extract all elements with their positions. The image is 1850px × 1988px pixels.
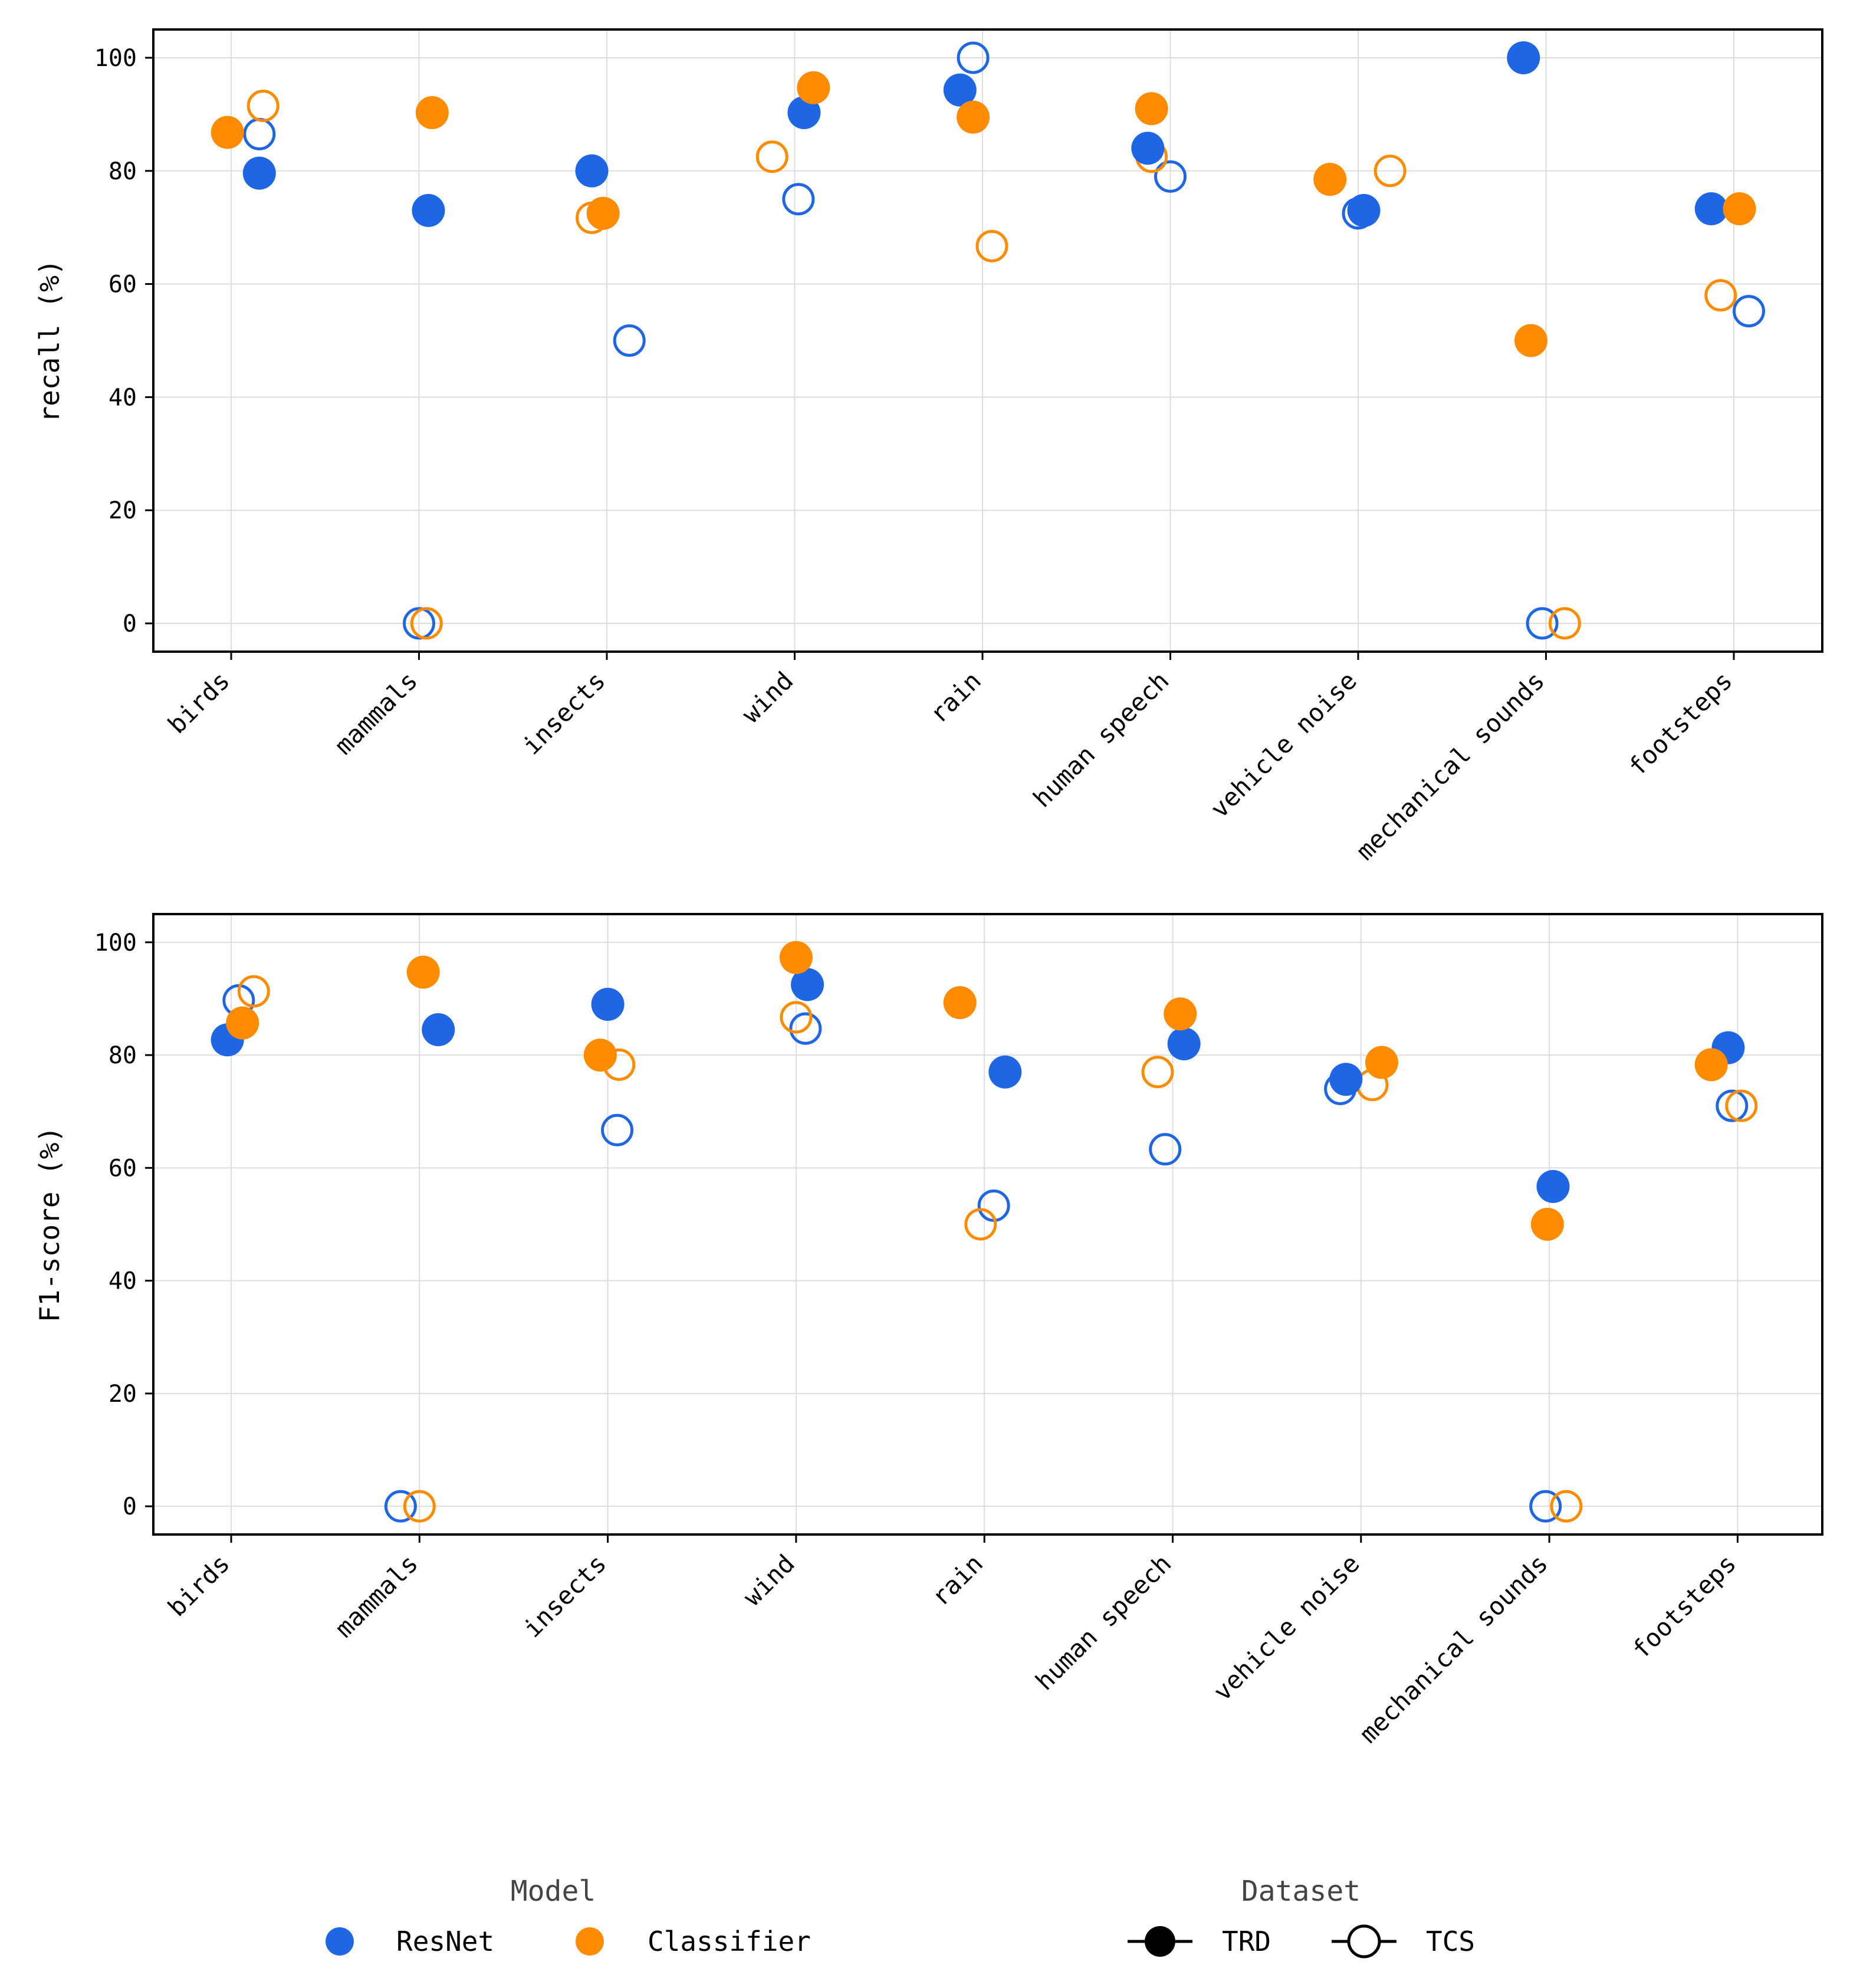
f1-point-classifier-trd-wind	[779, 941, 813, 974]
recall-point-resnet-trd-insects	[575, 154, 609, 188]
recall-y-tick-label: 40	[109, 384, 137, 411]
recall-y-axis-title: recall (%)	[34, 259, 65, 423]
recall-point-classifier-tcs-footsteps	[1704, 279, 1737, 312]
f1-point-classifier-tcs-footsteps	[1725, 1089, 1758, 1122]
recall-point-classifier-tcs-mammals	[410, 607, 443, 640]
recall-point-classifier-trd-birds	[211, 116, 244, 149]
f1-point-classifier-tcs-human-speech	[1141, 1056, 1174, 1089]
recall-y-tick-label: 100	[94, 45, 137, 72]
f1-point-classifier-tcs-wind	[780, 1001, 813, 1034]
recall-point-classifier-trd-insects	[586, 196, 620, 230]
f1-point-resnet-tcs-mechanical-sounds	[1529, 1490, 1562, 1523]
f1-point-resnet-trd-rain	[988, 1055, 1022, 1089]
recall-point-classifier-trd-rain	[957, 100, 990, 134]
f1-point-classifier-trd-insects	[583, 1039, 617, 1072]
legend-classifier-label: Classifier	[648, 1925, 811, 1957]
recall-point-resnet-trd-wind	[787, 96, 821, 129]
f1-point-resnet-tcs-insects	[601, 1113, 634, 1146]
f1-point-classifier-trd-mammals	[406, 955, 440, 989]
f1-plot-frame	[152, 913, 1823, 1536]
recall-y-tick-label: 80	[109, 158, 137, 185]
f1-y-axis-title: F1-score (%)	[34, 1126, 65, 1322]
recall-point-resnet-tcs-mechanical-sounds	[1526, 607, 1559, 640]
f1-point-classifier-trd-vehicle-noise	[1365, 1046, 1398, 1079]
f1-point-resnet-tcs-human-speech	[1149, 1133, 1182, 1166]
recall-point-classifier-trd-vehicle-noise	[1313, 163, 1347, 196]
f1-y-tick-label: 60	[109, 1155, 137, 1182]
legend-tcs-marker	[1347, 1924, 1381, 1959]
recall-point-resnet-trd-rain	[943, 73, 977, 107]
f1-point-classifier-trd-human-speech	[1164, 997, 1197, 1031]
legend-dataset-title: Dataset	[1241, 1875, 1361, 1908]
legend-trd-marker	[1145, 1926, 1175, 1957]
recall-plot-frame	[152, 28, 1823, 653]
recall-point-resnet-trd-mechanical-sounds	[1507, 41, 1540, 74]
f1-point-resnet-trd-vehicle-noise	[1329, 1063, 1363, 1096]
legend-trd-label: TRD	[1222, 1925, 1271, 1957]
recall-point-classifier-trd-mammals	[415, 96, 449, 129]
f1-point-classifier-tcs-mechanical-sounds	[1550, 1490, 1583, 1523]
f1-y-tick-label: 0	[123, 1493, 137, 1520]
f1-point-resnet-trd-mammals	[422, 1013, 455, 1047]
f1-point-classifier-trd-rain	[943, 986, 977, 1020]
f1-point-resnet-trd-mechanical-sounds	[1536, 1169, 1570, 1203]
f1-point-resnet-trd-human-speech	[1167, 1027, 1201, 1060]
legend-tcs-label: TCS	[1426, 1925, 1475, 1957]
legend-model-title: Model	[511, 1875, 596, 1908]
recall-y-tick-label: 60	[109, 271, 137, 298]
f1-point-resnet-tcs-footsteps	[1716, 1089, 1749, 1122]
legend-resnet-label: ResNet	[396, 1925, 494, 1957]
recall-point-classifier-tcs-birds	[247, 89, 280, 122]
recall-y-tick-label: 0	[123, 610, 137, 638]
f1-point-resnet-trd-wind	[791, 968, 824, 1001]
f1-y-tick-label: 20	[109, 1381, 137, 1408]
recall-point-classifier-trd-human-speech	[1135, 92, 1168, 126]
recall-point-resnet-trd-vehicle-noise	[1347, 193, 1381, 227]
legend-resnet-marker	[326, 1927, 354, 1956]
f1-point-resnet-trd-insects	[591, 988, 625, 1021]
recall-point-classifier-tcs-rain	[975, 229, 1008, 262]
f1-point-resnet-tcs-mammals	[384, 1490, 417, 1523]
recall-point-resnet-tcs-wind	[782, 183, 815, 216]
legend: Model ResNet Classifier Dataset TRD TCS	[326, 1875, 1475, 1959]
f1-point-classifier-tcs-birds	[237, 975, 270, 1008]
recall-point-resnet-tcs-mammals	[403, 607, 435, 640]
f1-point-classifier-trd-mechanical-sounds	[1530, 1208, 1564, 1241]
recall-point-resnet-tcs-rain	[957, 41, 990, 74]
recall-point-resnet-tcs-insects	[613, 324, 646, 357]
recall-y-tick-label: 20	[109, 497, 137, 524]
recall-point-classifier-tcs-vehicle-noise	[1373, 155, 1407, 188]
legend-classifier-marker	[576, 1927, 604, 1956]
f1-point-classifier-trd-footsteps	[1694, 1048, 1728, 1082]
recall-point-classifier-trd-footsteps	[1723, 192, 1756, 226]
recall-point-classifier-tcs-mechanical-sounds	[1548, 607, 1581, 640]
recall-point-resnet-trd-mammals	[412, 193, 445, 227]
recall-point-classifier-tcs-wind	[755, 140, 788, 173]
f1-point-classifier-trd-birds	[226, 1006, 259, 1040]
recall-point-resnet-tcs-footsteps	[1732, 295, 1765, 328]
recall-point-classifier-trd-mechanical-sounds	[1514, 324, 1548, 357]
f1-y-tick-label: 40	[109, 1268, 137, 1295]
recall-point-classifier-trd-wind	[797, 71, 830, 104]
recall-point-resnet-tcs-human-speech	[1154, 160, 1187, 193]
f1-y-tick-label: 80	[109, 1042, 137, 1069]
recall-point-resnet-trd-footsteps	[1694, 192, 1728, 226]
f1-point-classifier-tcs-mammals	[403, 1490, 436, 1523]
f1-point-resnet-tcs-wind	[789, 1012, 822, 1045]
f1-point-classifier-tcs-rain	[964, 1208, 997, 1241]
f1-y-tick-label: 100	[94, 929, 137, 957]
recall-point-resnet-trd-birds	[242, 156, 276, 190]
recall-point-resnet-trd-human-speech	[1131, 132, 1165, 165]
